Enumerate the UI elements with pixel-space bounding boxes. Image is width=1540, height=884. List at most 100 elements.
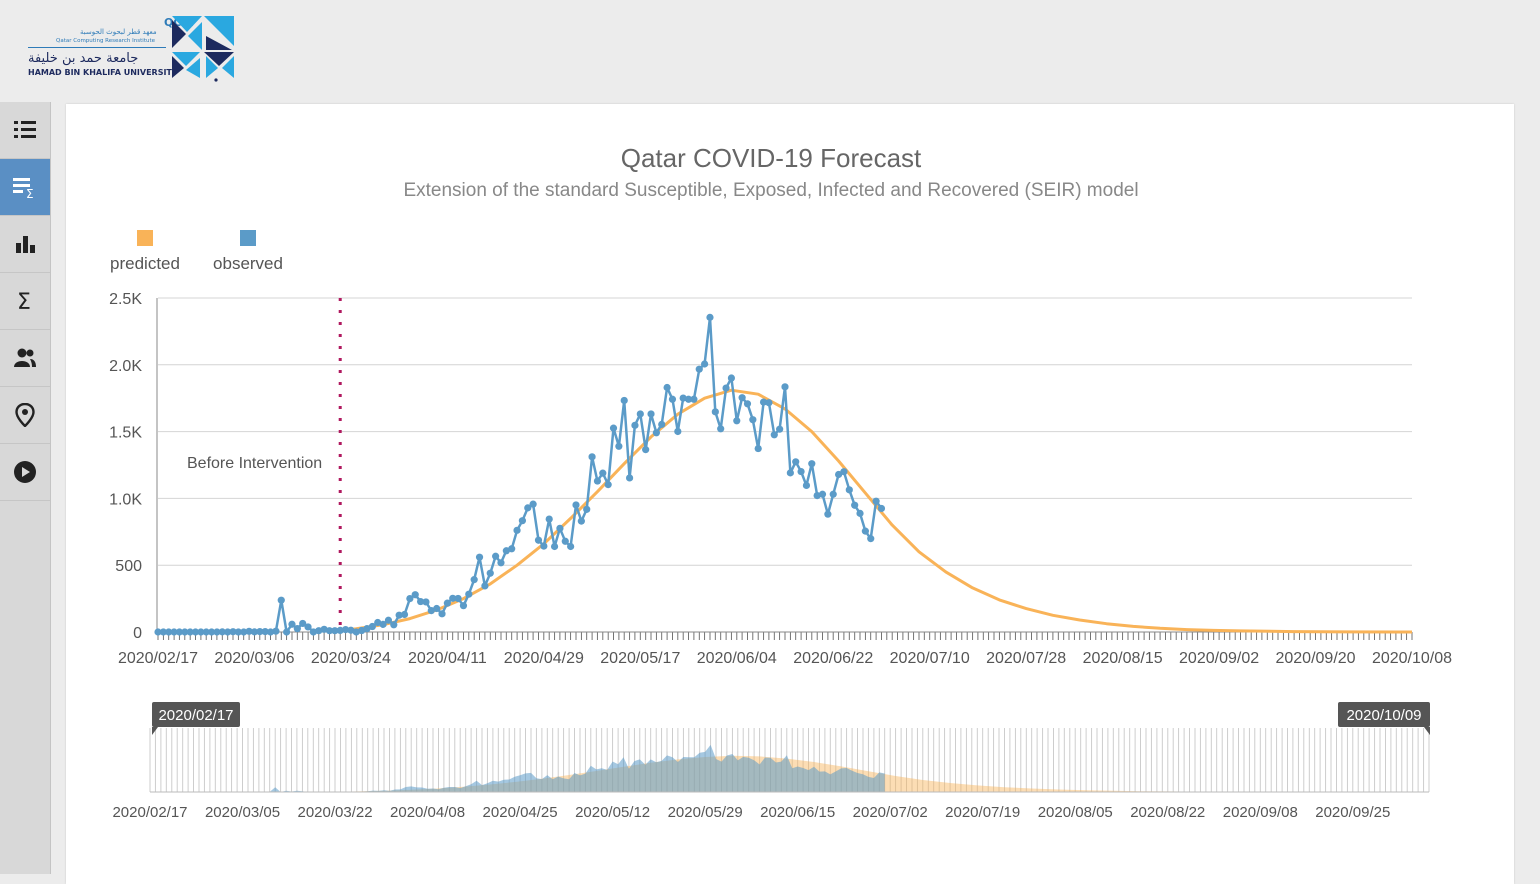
data-point-observed xyxy=(379,620,387,628)
data-point-observed xyxy=(797,467,805,476)
data-point-observed xyxy=(867,535,875,543)
navigator-x-tick-label: 2020/02/17 xyxy=(112,804,187,821)
data-point-observed xyxy=(411,591,419,599)
data-point-observed xyxy=(556,524,564,532)
data-point-observed xyxy=(245,627,253,635)
data-point-observed xyxy=(283,628,291,636)
data-point-observed xyxy=(433,604,441,613)
data-point-observed xyxy=(856,509,864,517)
x-tick-label: 2020/06/04 xyxy=(697,650,777,667)
data-point-observed xyxy=(475,553,484,561)
x-tick-label: 2020/05/17 xyxy=(600,650,680,667)
data-point-observed xyxy=(727,374,736,382)
data-point-observed xyxy=(717,425,725,433)
legend-label-observed: observed xyxy=(213,254,283,273)
data-point-observed xyxy=(834,470,843,479)
list-sigma-icon: Σ xyxy=(13,178,34,199)
data-point-observed xyxy=(754,444,762,453)
data-point-observed xyxy=(481,582,489,590)
logo-divider xyxy=(28,47,166,48)
data-point-observed xyxy=(416,597,425,606)
data-point-observed xyxy=(733,417,741,425)
data-point-observed xyxy=(577,517,585,525)
x-tick-label: 2020/06/22 xyxy=(793,650,873,667)
x-tick-label: 2020/03/24 xyxy=(311,650,391,667)
data-point-observed xyxy=(459,602,468,610)
data-point-observed xyxy=(524,504,532,512)
data-point-observed xyxy=(609,424,618,432)
data-point-observed xyxy=(218,628,226,636)
navigator-start-pointer xyxy=(152,727,158,735)
data-point-observed xyxy=(765,399,773,407)
data-point-observed xyxy=(395,611,403,619)
sidebar-item-forecast[interactable]: Σ xyxy=(0,159,50,216)
bar-chart-icon xyxy=(16,236,35,253)
navigator-x-tick-label: 2020/06/15 xyxy=(760,804,835,821)
data-point-observed xyxy=(213,628,221,636)
data-point-observed xyxy=(770,431,778,439)
data-point-observed xyxy=(272,627,280,635)
navigator-range-start-handle[interactable]: 2020/02/17 xyxy=(152,702,240,735)
data-point-observed xyxy=(175,628,184,636)
data-point-observed xyxy=(518,517,527,525)
data-point-observed xyxy=(781,383,789,391)
data-point-observed xyxy=(808,460,816,468)
intervention-label: Before Intervention xyxy=(187,455,322,472)
x-tick-label: 2020/02/17 xyxy=(118,650,198,667)
sidebar-item-charts[interactable] xyxy=(0,216,50,273)
data-point-observed xyxy=(288,620,296,628)
data-point-observed xyxy=(776,425,784,433)
data-point-observed xyxy=(759,398,768,406)
data-point-observed xyxy=(534,536,543,544)
navigator-area-observed xyxy=(150,744,885,792)
data-point-observed xyxy=(406,595,414,603)
svg-text:Σ: Σ xyxy=(17,290,31,313)
data-point-observed xyxy=(529,500,537,508)
data-point-observed xyxy=(792,458,800,466)
data-point-observed xyxy=(567,542,575,551)
list-icon xyxy=(14,121,36,138)
data-point-observed xyxy=(443,599,451,607)
data-point-observed xyxy=(668,395,677,403)
data-point-observed xyxy=(802,481,811,490)
data-point-observed xyxy=(234,628,242,636)
data-point-observed xyxy=(674,427,682,436)
x-tick-label: 2020/04/29 xyxy=(504,650,584,667)
logo-english-institute: Qatar Computing Research Institute xyxy=(56,38,156,44)
data-point-observed xyxy=(293,625,301,633)
data-point-observed xyxy=(593,477,602,485)
sidebar-item-users[interactable] xyxy=(0,330,50,387)
data-point-observed xyxy=(202,628,210,636)
navigator-x-tick-label: 2020/09/25 xyxy=(1315,804,1390,821)
data-point-observed xyxy=(845,486,853,494)
data-point-observed xyxy=(449,594,457,602)
chart-title: Qatar COVID-19 Forecast xyxy=(621,143,922,173)
data-point-observed xyxy=(695,365,703,373)
chart-panel: Qatar COVID-19 Forecast Extension of the … xyxy=(66,104,1514,884)
data-point-observed xyxy=(165,628,173,636)
data-point-observed xyxy=(840,468,848,476)
data-point-observed xyxy=(545,515,553,523)
y-tick-label: 2.0K xyxy=(109,358,142,375)
navigator-x-tick-label: 2020/04/08 xyxy=(390,804,465,821)
sidebar-item-map[interactable] xyxy=(0,387,50,444)
qcri-hbku-logo: QCRI معهد قطر لبحوث الحوسبة Qatar Comput… xyxy=(26,14,236,86)
data-point-observed xyxy=(331,627,339,635)
navigator-x-tick-label: 2020/08/05 xyxy=(1038,804,1113,821)
data-point-observed xyxy=(706,313,714,321)
sidebar-item-statistics[interactable]: Σ xyxy=(0,273,50,330)
sidebar-item-list[interactable] xyxy=(0,102,50,159)
forecast-chart[interactable]: Qatar COVID-19 Forecast Extension of the … xyxy=(66,104,1514,884)
y-tick-label: 1.0K xyxy=(109,491,142,508)
sidebar-item-play[interactable] xyxy=(0,444,50,501)
data-point-observed xyxy=(631,421,639,429)
x-tick-label: 2020/08/15 xyxy=(1083,650,1163,667)
data-point-observed xyxy=(749,416,757,424)
data-point-observed xyxy=(684,395,693,403)
navigator-end-label: 2020/10/09 xyxy=(1346,707,1421,724)
data-point-observed xyxy=(266,628,275,636)
data-point-observed xyxy=(400,610,409,619)
data-point-observed xyxy=(341,625,350,634)
navigator-x-tick-label: 2020/08/22 xyxy=(1130,804,1205,821)
navigator-range-end-handle[interactable]: 2020/10/09 xyxy=(1338,702,1430,735)
